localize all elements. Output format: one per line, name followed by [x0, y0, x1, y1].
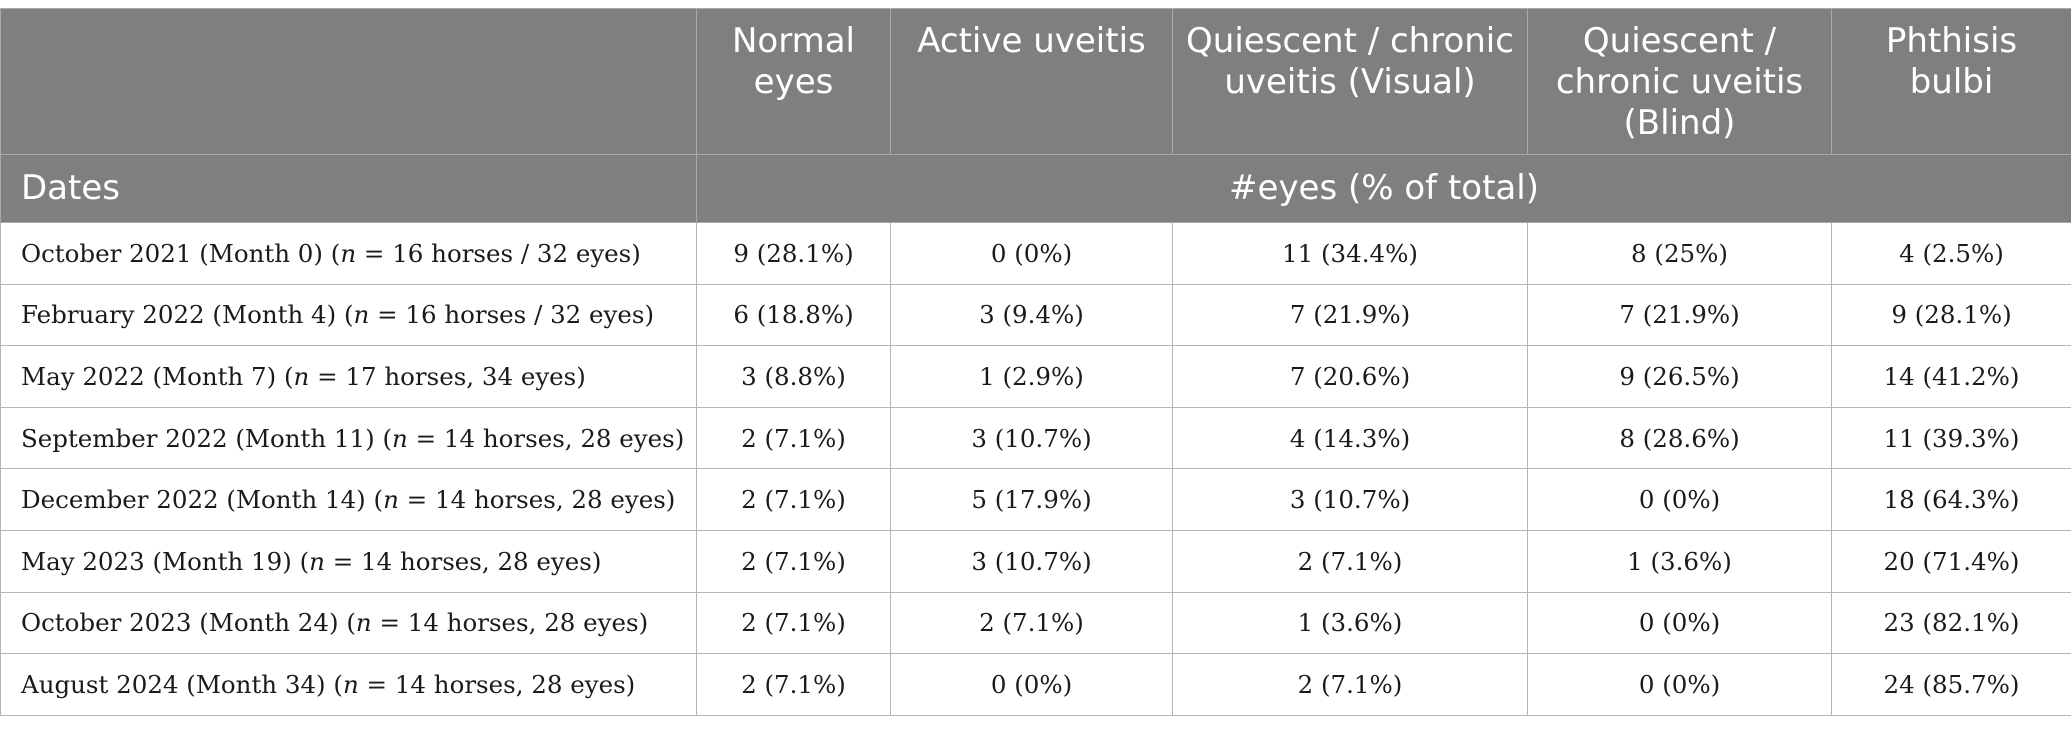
table-row: February 2022 (Month 4) (n = 16 horses /…	[0, 283, 2071, 347]
quiescent-visual-cell: 4 (14.3%)	[1172, 406, 1528, 470]
normal-eyes-cell: 2 (7.1%)	[696, 591, 891, 655]
phthisis-bulbi-cell: 20 (71.4%)	[1831, 529, 2071, 593]
sample-size: = 14 horses, 28 eyes)	[398, 485, 676, 515]
phthisis-bulbi-cell: 11 (39.3%)	[1831, 406, 2071, 470]
date-label: May 2023 (Month 19) (	[21, 546, 310, 576]
active-uveitis-cell: 0 (0%)	[890, 653, 1173, 716]
uveitis-outcomes-table: Normal eyes Active uveitis Quiescent / c…	[0, 8, 2071, 716]
date-cell: October 2023 (Month 24) (n = 14 horses, …	[0, 591, 697, 655]
date-label: August 2024 (Month 34) (	[21, 669, 343, 699]
header-dates: Dates	[0, 154, 697, 223]
sample-size: = 14 horses, 28 eyes)	[407, 423, 685, 453]
date-label: October 2023 (Month 24) (	[21, 608, 356, 638]
table-row: May 2023 (Month 19) (n = 14 horses, 28 e…	[0, 529, 2071, 593]
quiescent-blind-cell: 8 (28.6%)	[1527, 406, 1832, 470]
column-header-row: Normal eyes Active uveitis Quiescent / c…	[0, 8, 2071, 155]
quiescent-blind-cell: 0 (0%)	[1527, 591, 1832, 655]
n-symbol: n	[293, 361, 310, 391]
quiescent-visual-cell: 3 (10.7%)	[1172, 468, 1528, 531]
phthisis-bulbi-cell: 24 (85.7%)	[1831, 653, 2071, 716]
phthisis-bulbi-cell: 4 (2.5%)	[1831, 222, 2071, 285]
normal-eyes-cell: 3 (8.8%)	[696, 345, 891, 408]
date-cell: May 2023 (Month 19) (n = 14 horses, 28 e…	[0, 529, 697, 593]
active-uveitis-cell: 1 (2.9%)	[890, 345, 1173, 408]
quiescent-blind-cell: 0 (0%)	[1527, 653, 1832, 716]
table-row: May 2022 (Month 7) (n = 17 horses, 34 ey…	[0, 345, 2071, 408]
active-uveitis-cell: 5 (17.9%)	[890, 468, 1173, 531]
date-cell: December 2022 (Month 14) (n = 14 horses,…	[0, 468, 697, 531]
table-row: September 2022 (Month 11) (n = 14 horses…	[0, 406, 2071, 470]
date-cell: February 2022 (Month 4) (n = 16 horses /…	[0, 283, 697, 347]
n-symbol: n	[353, 300, 370, 330]
quiescent-blind-cell: 7 (21.9%)	[1527, 283, 1832, 347]
quiescent-visual-cell: 11 (34.4%)	[1172, 222, 1528, 285]
header-quiescent-visual: Quiescent / chronic uveitis (Visual)	[1172, 8, 1528, 155]
quiescent-blind-cell: 1 (3.6%)	[1527, 529, 1832, 593]
date-cell: October 2021 (Month 0) (n = 16 horses / …	[0, 222, 697, 285]
sample-size: = 14 horses, 28 eyes)	[324, 546, 602, 576]
n-symbol: n	[342, 669, 359, 699]
active-uveitis-cell: 3 (9.4%)	[890, 283, 1173, 347]
quiescent-blind-cell: 8 (25%)	[1527, 222, 1832, 285]
active-uveitis-cell: 0 (0%)	[890, 222, 1173, 285]
date-label: September 2022 (Month 11) (	[21, 423, 393, 453]
n-symbol: n	[392, 423, 408, 453]
header-normal-eyes: Normal eyes	[696, 8, 891, 155]
normal-eyes-cell: 2 (7.1%)	[696, 529, 891, 593]
table-row: October 2021 (Month 0) (n = 16 horses / …	[0, 222, 2071, 285]
quiescent-blind-cell: 9 (26.5%)	[1527, 345, 1832, 408]
n-symbol: n	[309, 546, 325, 576]
phthisis-bulbi-cell: 18 (64.3%)	[1831, 468, 2071, 531]
table-row: December 2022 (Month 14) (n = 14 horses,…	[0, 468, 2071, 531]
header-blank	[0, 8, 697, 155]
phthisis-bulbi-cell: 23 (82.1%)	[1831, 591, 2071, 655]
date-label: February 2022 (Month 4) (	[21, 300, 354, 330]
date-label: October 2021 (Month 0) (	[21, 238, 341, 268]
quiescent-visual-cell: 1 (3.6%)	[1172, 591, 1528, 655]
date-cell: May 2022 (Month 7) (n = 17 horses, 34 ey…	[0, 345, 697, 408]
date-cell: September 2022 (Month 11) (n = 14 horses…	[0, 406, 697, 470]
normal-eyes-cell: 6 (18.8%)	[696, 283, 891, 347]
table-body: October 2021 (Month 0) (n = 16 horses / …	[0, 222, 2071, 716]
header-quiescent-blind: Quiescent / chronic uveitis (Blind)	[1527, 8, 1832, 155]
header-active-uveitis: Active uveitis	[890, 8, 1173, 155]
sample-size: = 17 horses, 34 eyes)	[309, 361, 586, 391]
sample-size: = 14 horses, 28 eyes)	[371, 608, 649, 638]
date-cell: August 2024 (Month 34) (n = 14 horses, 2…	[0, 653, 697, 716]
active-uveitis-cell: 2 (7.1%)	[890, 591, 1173, 655]
quiescent-visual-cell: 2 (7.1%)	[1172, 653, 1528, 716]
subheader-row: Dates #eyes (% of total)	[0, 154, 2071, 223]
quiescent-visual-cell: 2 (7.1%)	[1172, 529, 1528, 593]
header-phthisis-bulbi: Phthisis bulbi	[1831, 8, 2071, 155]
date-label: December 2022 (Month 14) (	[21, 485, 384, 515]
phthisis-bulbi-cell: 9 (28.1%)	[1831, 283, 2071, 347]
phthisis-bulbi-cell: 14 (41.2%)	[1831, 345, 2071, 408]
header-eyes-percent: #eyes (% of total)	[696, 154, 2071, 223]
sample-size: = 16 horses / 32 eyes)	[356, 238, 641, 268]
table-row: August 2024 (Month 34) (n = 14 horses, 2…	[0, 653, 2071, 716]
active-uveitis-cell: 3 (10.7%)	[890, 406, 1173, 470]
normal-eyes-cell: 2 (7.1%)	[696, 653, 891, 716]
sample-size: = 14 horses, 28 eyes)	[358, 669, 636, 699]
table-row: October 2023 (Month 24) (n = 14 horses, …	[0, 591, 2071, 655]
date-label: May 2022 (Month 7) (	[21, 361, 294, 391]
data-table-container: Normal eyes Active uveitis Quiescent / c…	[0, 8, 2071, 716]
normal-eyes-cell: 2 (7.1%)	[696, 406, 891, 470]
quiescent-blind-cell: 0 (0%)	[1527, 468, 1832, 531]
n-symbol: n	[340, 238, 357, 268]
n-symbol: n	[355, 608, 372, 638]
normal-eyes-cell: 2 (7.1%)	[696, 468, 891, 531]
n-symbol: n	[383, 485, 399, 515]
quiescent-visual-cell: 7 (21.9%)	[1172, 283, 1528, 347]
normal-eyes-cell: 9 (28.1%)	[696, 222, 891, 285]
quiescent-visual-cell: 7 (20.6%)	[1172, 345, 1528, 408]
sample-size: = 16 horses / 32 eyes)	[369, 300, 654, 330]
active-uveitis-cell: 3 (10.7%)	[890, 529, 1173, 593]
